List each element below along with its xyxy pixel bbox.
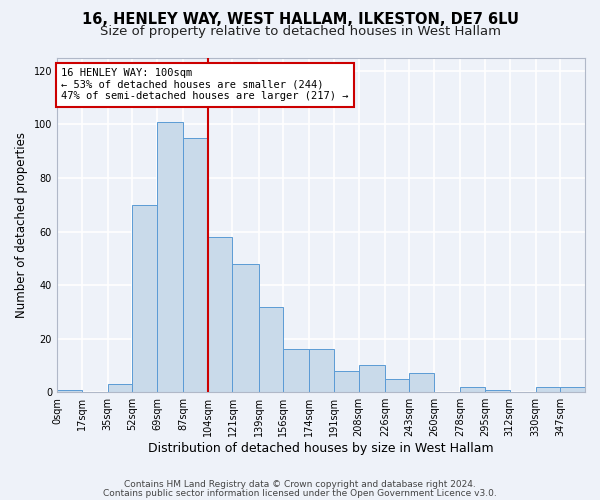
Bar	[57, 390, 82, 392]
Bar	[259, 306, 283, 392]
Bar	[460, 387, 485, 392]
Bar	[283, 350, 310, 392]
Y-axis label: Number of detached properties: Number of detached properties	[15, 132, 28, 318]
Bar	[183, 138, 208, 392]
Bar	[232, 264, 259, 392]
Bar	[560, 387, 585, 392]
Bar	[536, 387, 560, 392]
X-axis label: Distribution of detached houses by size in West Hallam: Distribution of detached houses by size …	[148, 442, 494, 455]
Text: Size of property relative to detached houses in West Hallam: Size of property relative to detached ho…	[100, 25, 500, 38]
Bar	[485, 390, 509, 392]
Bar	[133, 205, 157, 392]
Bar	[409, 374, 434, 392]
Bar	[385, 379, 409, 392]
Bar	[157, 122, 183, 392]
Bar	[107, 384, 133, 392]
Bar	[208, 237, 232, 392]
Bar	[359, 366, 385, 392]
Bar	[334, 371, 359, 392]
Text: Contains public sector information licensed under the Open Government Licence v3: Contains public sector information licen…	[103, 488, 497, 498]
Text: 16 HENLEY WAY: 100sqm
← 53% of detached houses are smaller (244)
47% of semi-det: 16 HENLEY WAY: 100sqm ← 53% of detached …	[61, 68, 349, 102]
Bar	[310, 350, 334, 392]
Text: 16, HENLEY WAY, WEST HALLAM, ILKESTON, DE7 6LU: 16, HENLEY WAY, WEST HALLAM, ILKESTON, D…	[82, 12, 518, 28]
Text: Contains HM Land Registry data © Crown copyright and database right 2024.: Contains HM Land Registry data © Crown c…	[124, 480, 476, 489]
